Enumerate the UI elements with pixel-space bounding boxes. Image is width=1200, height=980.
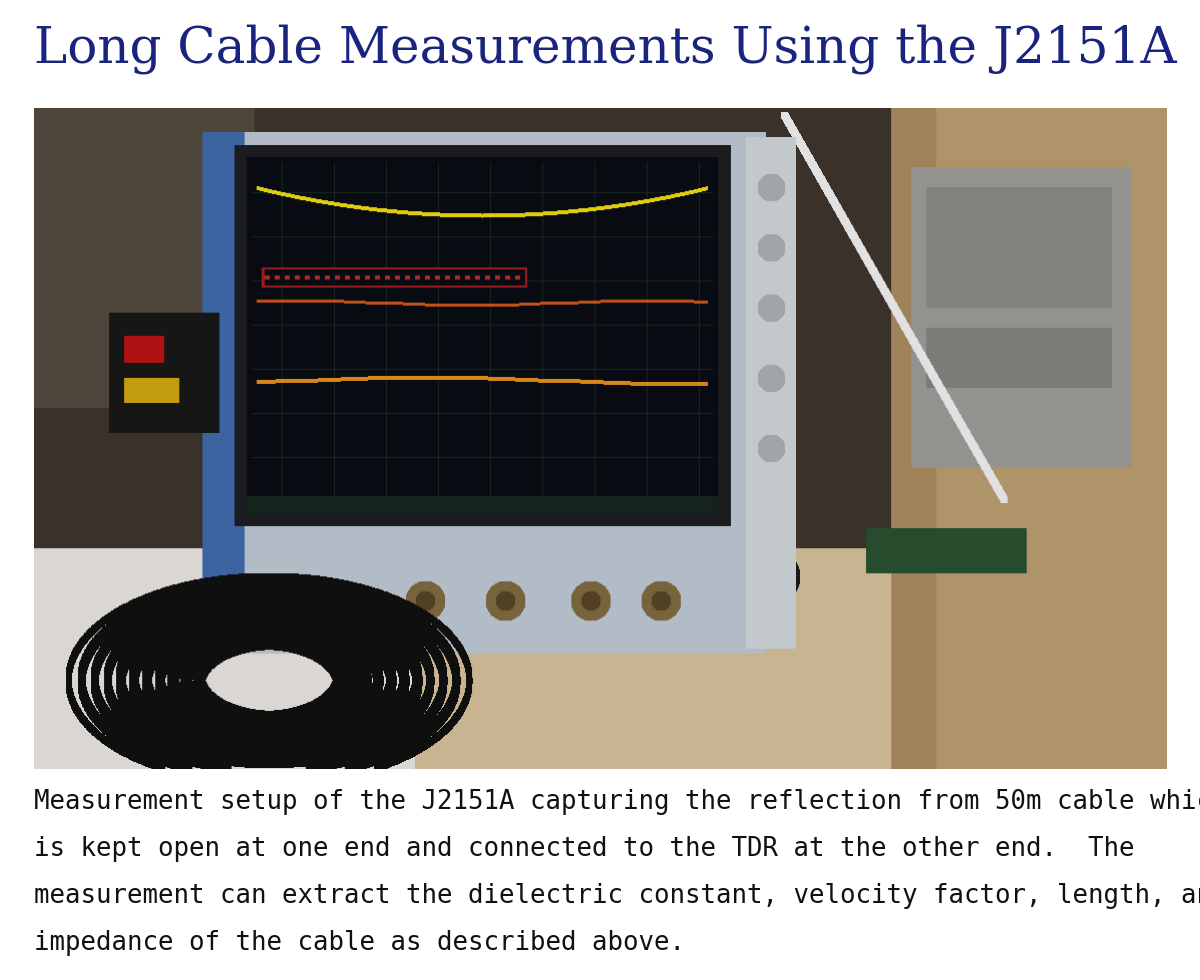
Text: is kept open at one end and connected to the TDR at the other end.  The: is kept open at one end and connected to… [34, 836, 1134, 862]
Text: measurement can extract the dielectric constant, velocity factor, length, and: measurement can extract the dielectric c… [34, 883, 1200, 909]
Text: Long Cable Measurements Using the J2151A: Long Cable Measurements Using the J2151A [34, 24, 1176, 74]
Text: Measurement setup of the J2151A capturing the reflection from 50m cable which: Measurement setup of the J2151A capturin… [34, 789, 1200, 815]
Text: impedance of the cable as described above.: impedance of the cable as described abov… [34, 930, 684, 956]
